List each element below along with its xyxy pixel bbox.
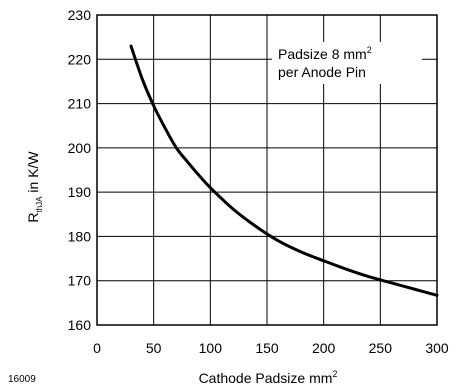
- y-tick-label-200: 200: [68, 140, 92, 156]
- x-tick-label-0: 0: [93, 340, 101, 356]
- annotation-background: [272, 42, 422, 84]
- series-line: [129, 44, 439, 297]
- figure-id: 16009: [8, 374, 36, 385]
- y-tick-label-170: 170: [68, 273, 92, 289]
- y-tick-label-210: 210: [68, 96, 92, 112]
- x-axis-title: Cathode Padsize mm2: [199, 369, 338, 386]
- x-tick-label-250: 250: [369, 340, 393, 356]
- y-tick-label-160: 160: [68, 317, 92, 333]
- grid: [97, 15, 437, 325]
- x-tick-label-200: 200: [312, 340, 336, 356]
- x-tick-label-50: 50: [146, 340, 162, 356]
- plot-frame: [96, 14, 438, 326]
- x-tick-label-300: 300: [425, 340, 449, 356]
- x-tick-label-100: 100: [199, 340, 223, 356]
- y-tick-label-220: 220: [68, 51, 92, 67]
- y-tick-label-230: 230: [68, 7, 92, 23]
- annotation-line2: per Anode Pin: [278, 64, 366, 80]
- y-tick-label-180: 180: [68, 228, 92, 244]
- y-tick-labels: 160 170 180 190 200 210 220 230: [68, 7, 92, 333]
- y-axis-title: RthJA in K/W: [25, 151, 44, 223]
- x-tick-label-150: 150: [255, 340, 279, 356]
- x-tick-labels: 0 50 100 150 200 250 300: [93, 340, 449, 356]
- annotation-line1: Padsize 8 mm2: [278, 45, 372, 62]
- y-tick-label-190: 190: [68, 184, 92, 200]
